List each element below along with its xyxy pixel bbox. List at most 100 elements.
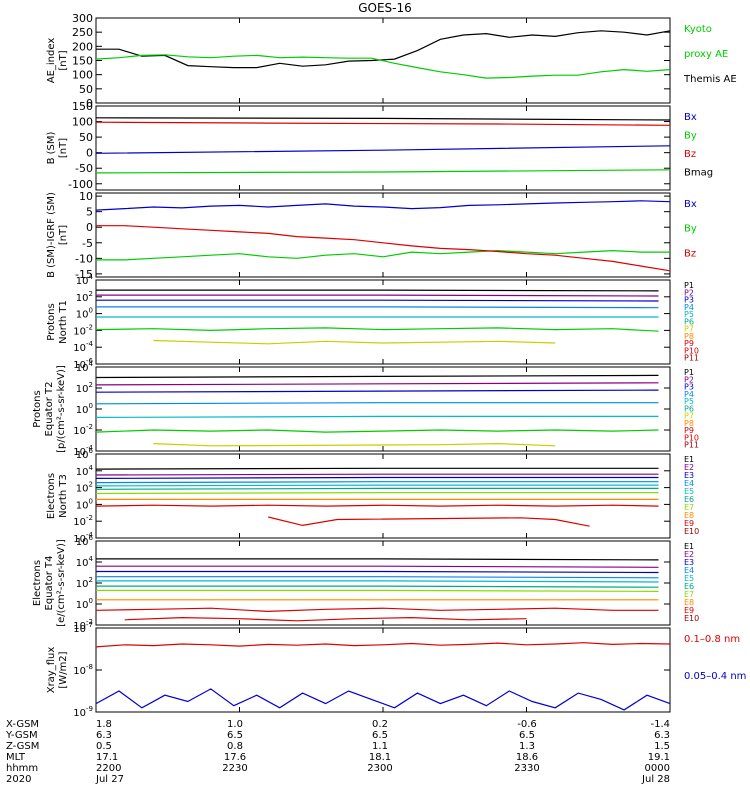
- series-e9: [95, 504, 659, 507]
- legend-entry: Kyoto: [684, 24, 712, 35]
- legend-entry: P2: [684, 288, 694, 297]
- panel-frame: [95, 192, 671, 278]
- y-tick-label: 102: [76, 481, 93, 495]
- legend-entry: Bz: [684, 248, 696, 259]
- series-p3: [95, 389, 659, 393]
- legend-entry: P3: [684, 383, 694, 392]
- series-p2: [95, 382, 659, 386]
- legend-entry: E8: [684, 511, 694, 520]
- y-axis-label: [nT]: [58, 138, 69, 158]
- footer-value: Jul 27: [95, 774, 124, 785]
- legend-entry: P6: [684, 404, 694, 413]
- legend-entry: E4: [684, 566, 694, 575]
- y-tick-label: 150: [72, 55, 93, 68]
- y-tick-label: 0: [86, 97, 93, 110]
- footer-value: 0.8: [227, 741, 243, 752]
- series-e6: [95, 487, 659, 490]
- series-p7: [153, 442, 556, 447]
- legend-entry: Bx: [684, 112, 697, 123]
- legend-entry: proxy AE: [684, 49, 728, 60]
- legend-entry: E2: [684, 550, 694, 559]
- footer-value: 1.0: [227, 719, 243, 730]
- series-bmag: [95, 117, 671, 121]
- series-p4: [96, 306, 659, 309]
- series-e3: [96, 570, 659, 574]
- series-kyoto-proxy-ae: [95, 54, 671, 79]
- legend-entry: E9: [684, 606, 694, 615]
- y-tick-label: 50: [79, 83, 93, 96]
- series-e10: [124, 616, 527, 622]
- series-e9: [95, 607, 659, 613]
- legend-entry: P8: [684, 332, 694, 341]
- series-p5: [95, 415, 659, 418]
- series-e6: [96, 585, 659, 588]
- y-tick-label: 10-9: [73, 705, 93, 719]
- y-tick-label: -10: [75, 252, 93, 265]
- y-tick-label: 10-4: [73, 340, 93, 354]
- footer-value: 6.3: [96, 730, 112, 741]
- y-tick-label: 104: [76, 273, 94, 287]
- series-e5: [96, 580, 659, 583]
- series-by: [96, 249, 670, 261]
- legend-entry: Bx: [684, 199, 697, 210]
- footer-value: 0.2: [372, 719, 388, 730]
- y-axis-label: [nT]: [58, 50, 69, 70]
- series-e10: [268, 516, 590, 527]
- series-e7: [96, 589, 659, 593]
- y-tick-label: 50: [79, 131, 93, 144]
- y-axis-label: [e/(cm²-s-sr-keV)]: [56, 539, 67, 627]
- y-axis-label: B (SM): [46, 131, 57, 164]
- series-e4: [96, 576, 659, 579]
- legend-entry: E3: [684, 558, 694, 567]
- y-axis-label: Xray_flux: [46, 647, 57, 694]
- series-p6: [95, 429, 659, 433]
- legend-entry: E6: [684, 495, 694, 504]
- y-tick-label: -5: [82, 237, 93, 250]
- y-tick-label: 5: [86, 206, 93, 219]
- series-0-05-0-4-nm: [95, 688, 671, 711]
- series-e2: [96, 565, 659, 568]
- y-tick-label: 104: [76, 464, 94, 478]
- legend-entry: P11: [684, 441, 699, 450]
- series-e5: [95, 484, 659, 487]
- series-0-1-0-8-nm: [95, 642, 671, 648]
- legend-entry: E10: [684, 614, 699, 623]
- y-axis-label: Protons: [46, 303, 57, 340]
- legend-entry: E8: [684, 598, 694, 607]
- y-axis-label: North T1: [58, 300, 69, 344]
- legend-entry: E1: [684, 455, 694, 464]
- y-tick-label: 10-2: [73, 514, 93, 528]
- footer-value: 17.1: [96, 752, 118, 763]
- y-axis-label: [W/m2]: [58, 651, 69, 688]
- legend-entry: E1: [684, 542, 694, 551]
- ephemeris-footer: X-GSM 1.8 1.0 0.2 -0.6 -1.4 Y-GSM 6.3 6.5 6.5 6.5 6…: [5, 719, 670, 785]
- series-e2: [95, 473, 659, 476]
- legend-entry: P10: [684, 433, 699, 442]
- series-e1: [95, 467, 659, 470]
- y-tick-label: 104: [76, 555, 94, 569]
- series-bx: [95, 200, 671, 211]
- y-axis-label: AE_index: [46, 38, 57, 84]
- series-e4: [95, 481, 659, 484]
- footer-value: 1.1: [372, 741, 388, 752]
- series-p1: [95, 374, 659, 379]
- series-bz: [95, 121, 671, 126]
- legend-entry: P5: [684, 397, 694, 406]
- legend-entry: E4: [684, 479, 694, 488]
- series-p7: [153, 339, 556, 345]
- footer-value: 6.5: [519, 730, 535, 741]
- legend-entry: E6: [684, 582, 694, 591]
- y-axis-label: Equator T4: [44, 556, 55, 611]
- footer-value: 17.6: [224, 752, 246, 763]
- y-tick-label: 200: [72, 40, 93, 53]
- panel-pn: 10-6 10-4 10-2 100 102 104 Protons North T1 P1P2…: [46, 273, 699, 371]
- footer-value: 1.3: [519, 741, 535, 752]
- panel-pe: 10-4 10-2 100 102 104 Protons Equator T2 [p/(cm…: [32, 360, 699, 458]
- y-tick-label: -100: [68, 178, 93, 191]
- footer-value: 1.5: [654, 741, 670, 752]
- y-tick-label: 10: [79, 190, 93, 203]
- y-tick-label: -50: [75, 162, 93, 175]
- footer-value: 2200: [96, 763, 121, 774]
- footer-value: -1.4: [650, 719, 670, 730]
- series-by: [95, 169, 671, 174]
